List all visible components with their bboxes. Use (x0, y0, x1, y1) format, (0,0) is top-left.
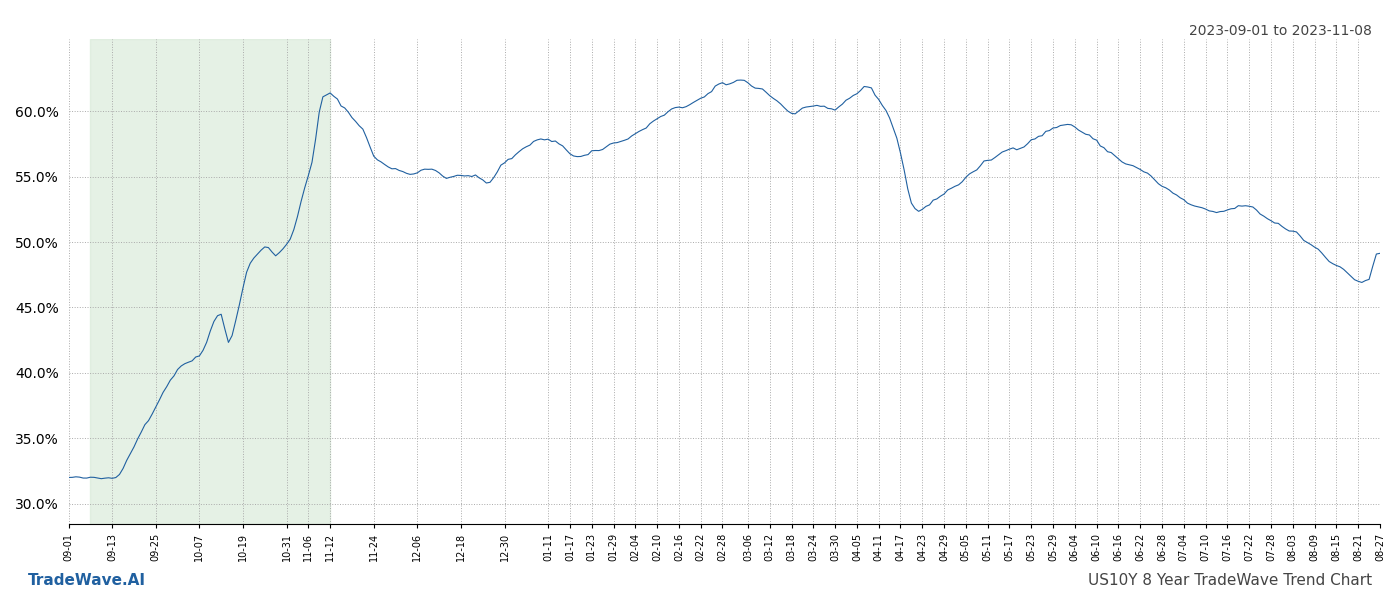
Text: 2023-09-01 to 2023-11-08: 2023-09-01 to 2023-11-08 (1189, 24, 1372, 38)
Bar (91, 39, 330, 524)
Text: US10Y 8 Year TradeWave Trend Chart: US10Y 8 Year TradeWave Trend Chart (1088, 573, 1372, 588)
Text: TradeWave.AI: TradeWave.AI (28, 573, 146, 588)
